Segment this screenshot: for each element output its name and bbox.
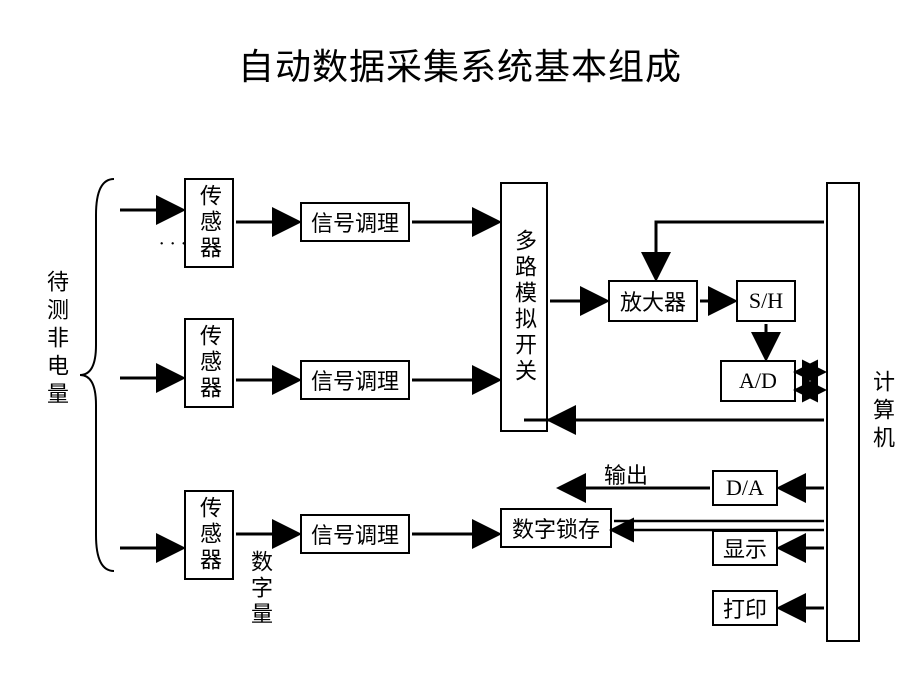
connections-svg <box>0 0 920 690</box>
da-converter-box: D/A <box>712 470 778 506</box>
conditioner-3-box: 信号调理 <box>300 514 410 554</box>
ad-converter-box: A/D <box>720 360 796 402</box>
print-box: 打印 <box>712 590 778 626</box>
conditioner-1-box: 信号调理 <box>300 202 410 242</box>
conditioner-2-box: 信号调理 <box>300 360 410 400</box>
computer-box <box>826 182 860 642</box>
output-label: 输出 <box>604 458 648 490</box>
mux-box: 多路模拟开关 <box>500 182 548 432</box>
display-box: 显示 <box>712 530 778 566</box>
sensor-1-box: 传感器 <box>184 178 234 268</box>
diagram-title: 自动数据采集系统基本组成 <box>238 38 682 90</box>
sensor-3-box: 传感器 <box>184 490 234 580</box>
computer-label: 计算机 <box>866 370 898 454</box>
sample-hold-box: S/H <box>736 280 796 322</box>
sensor-2-box: 传感器 <box>184 318 234 408</box>
digital-latch-box: 数字锁存 <box>500 508 612 548</box>
amplifier-box: 放大器 <box>608 280 698 322</box>
digital-quantity-label: 数字量 <box>244 550 276 628</box>
input-brace <box>78 175 118 575</box>
input-quantity-label: 待测非电量 <box>40 270 72 410</box>
